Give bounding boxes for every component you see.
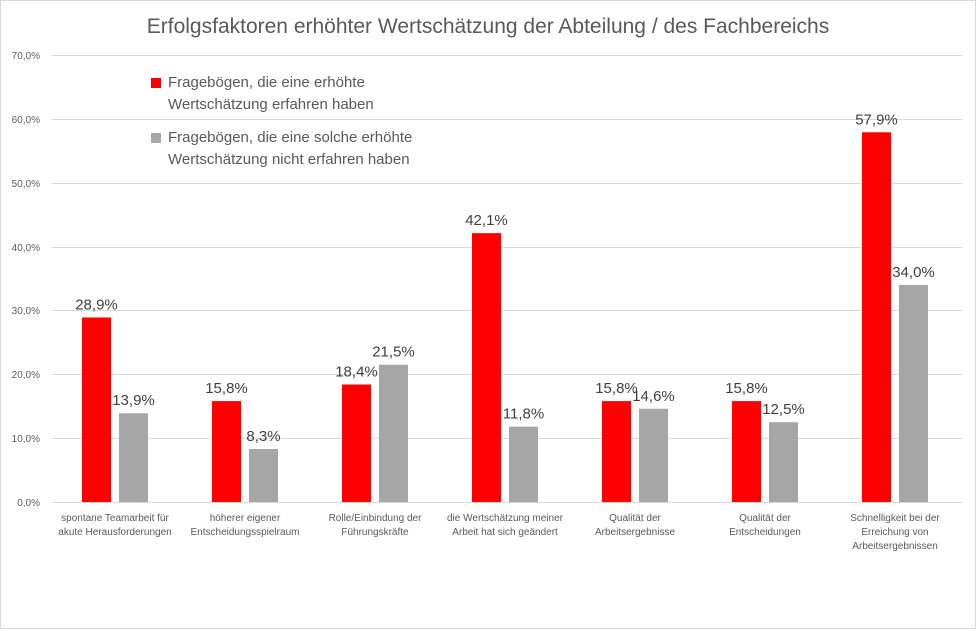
data-label: 13,9%	[112, 392, 155, 409]
legend-item-series-2: Fragebögen, die eine solche erhöhte Werts…	[151, 129, 412, 168]
bar-series-1	[212, 401, 241, 502]
legend-swatch	[151, 78, 161, 88]
data-label: 11,8%	[503, 406, 544, 423]
data-labels: 28,9% 15,8% 18,4% 42,1% 15,8% 15,8% 57,9% 13,9%…	[75, 111, 935, 445]
x-tick-label: Rolle/Einbindung der Führungskräfte	[329, 513, 423, 538]
bar-series-1	[862, 132, 891, 502]
bar-series-2	[769, 422, 798, 502]
legend: Fragebögen, die eine erhöhte Wertschätzun…	[151, 74, 412, 168]
y-tick-label: 50,0%	[12, 179, 40, 190]
data-label: 57,9%	[855, 111, 898, 128]
y-tick-label: 40,0%	[12, 243, 40, 254]
bar-series-1	[342, 384, 371, 502]
bars	[82, 132, 928, 502]
bar-series-2	[249, 448, 278, 502]
x-tick-label: Schnelligkeit bei der Erreichung von Arbei…	[850, 513, 940, 552]
bar-series-1	[82, 317, 111, 502]
bar-series-2	[639, 408, 668, 502]
data-label: 15,8%	[595, 380, 638, 397]
y-tick-label: 60,0%	[12, 115, 40, 126]
bar-series-1	[732, 401, 761, 502]
bar-series-1	[602, 401, 631, 502]
bar-series-2	[899, 284, 928, 502]
data-label: 15,8%	[725, 380, 768, 397]
x-tick-label: spontane Teamarbeit für akute Herausforde…	[58, 513, 171, 538]
y-tick-label: 20,0%	[12, 370, 40, 381]
legend-item-series-1: Fragebögen, die eine erhöhte Wertschätzun…	[151, 74, 374, 113]
legend-label: Fragebögen, die eine solche erhöhte Werts…	[168, 129, 412, 168]
bar-series-2	[119, 413, 148, 502]
x-tick-label: Qualität der Arbeitsergebnisse	[595, 513, 675, 538]
gridlines	[52, 55, 962, 503]
legend-label: Fragebögen, die eine erhöhte Wertschätzun…	[168, 74, 374, 113]
data-label: 15,8%	[205, 380, 248, 397]
y-tick-label: 10,0%	[12, 434, 40, 445]
x-tick-label: Qualität der Entscheidungen	[729, 513, 801, 538]
data-label: 12,5%	[762, 401, 805, 418]
y-tick-label: 0,0%	[17, 498, 40, 509]
legend-swatch	[151, 133, 161, 143]
y-axis: 0,0% 10,0% 20,0% 30,0% 40,0% 50,0% 60,0% 70,0%	[12, 51, 40, 509]
bar-series-2	[379, 364, 408, 502]
bar-series-1	[472, 233, 501, 502]
bar-series-2	[509, 426, 538, 502]
data-label: 8,3%	[246, 428, 280, 445]
data-label: 28,9%	[75, 296, 118, 313]
data-label: 34,0%	[892, 264, 935, 281]
x-axis: spontane Teamarbeit für akute Herausforde…	[58, 513, 940, 552]
data-label: 14,6%	[632, 388, 675, 405]
data-label: 21,5%	[372, 344, 415, 361]
x-tick-label: die Wertschätzung meiner Arbeit hat sich …	[447, 513, 564, 538]
data-label: 42,1%	[465, 212, 508, 229]
y-tick-label: 70,0%	[12, 51, 40, 62]
chart-title: Erfolgsfaktoren erhöhter Wertschätzung d…	[147, 15, 830, 38]
x-tick-label: höherer eigener Entscheidungsspielraum	[191, 513, 300, 538]
y-tick-label: 30,0%	[12, 306, 40, 317]
data-label: 18,4%	[335, 364, 378, 381]
